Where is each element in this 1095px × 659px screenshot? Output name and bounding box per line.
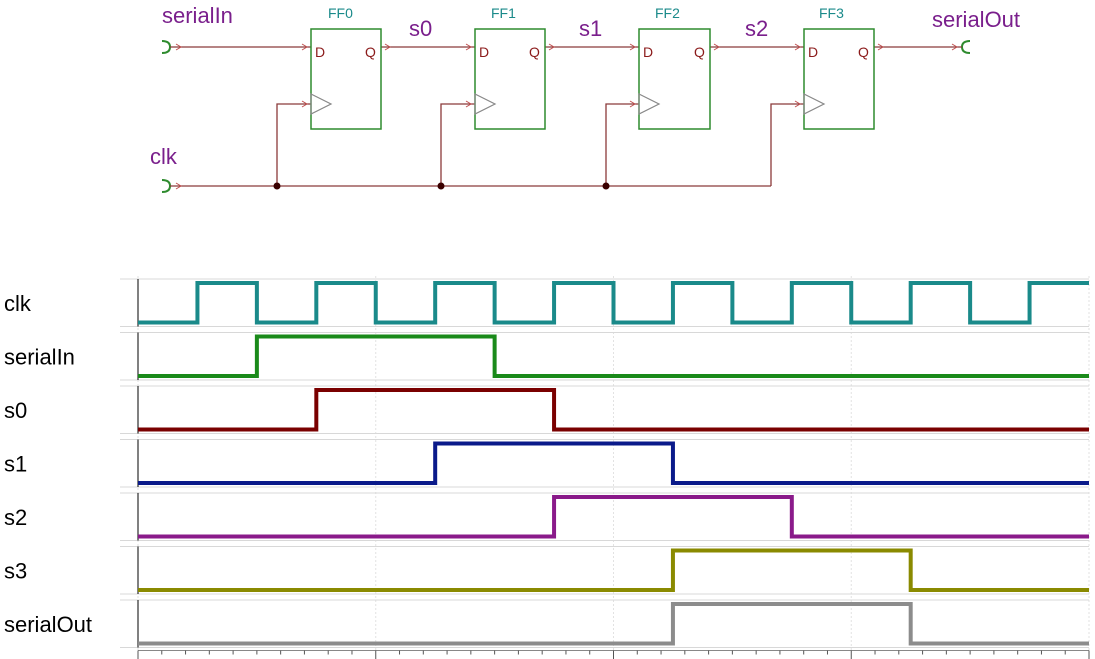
signal-label: serialIn [4,344,75,369]
waveform-viewer: clk serialIn s0 s1 s2 s3 serialOut [4,276,1090,659]
d-pin-label: D [808,44,818,60]
waveform-row-serialout[interactable]: serialOut [4,599,1089,648]
net-label-s0: s0 [409,16,432,41]
signal-label: clk [4,291,32,316]
d-pin-label: D [643,44,653,60]
flipflop-ff0[interactable]: FF0 D Q [310,5,382,130]
signal-label: s0 [4,398,27,423]
clock-triangle-icon [310,93,333,115]
signal-label: s1 [4,451,27,476]
flipflop-title: FF3 [819,5,844,21]
flipflop-title: FF2 [655,5,680,21]
signal-trace [138,388,1089,432]
clock-wires [170,103,804,187]
q-pin-label: Q [858,44,869,60]
flipflop-ff3[interactable]: FF3 D Q [803,5,875,130]
output-port-serialout-icon [960,40,971,54]
signal-trace [138,281,1089,325]
d-pin-label: D [315,44,325,60]
clock-junction-dot [437,182,445,190]
clock-triangle-icon [638,93,661,115]
signal-label: s3 [4,558,27,583]
schematic: serialIn clk serialOut [150,3,1020,193]
clock-triangle-icon [803,93,826,115]
flipflop-title: FF1 [491,5,516,21]
flipflop-ff1[interactable]: FF1 D Q [474,5,546,130]
clock-triangle-icon [474,93,497,115]
signal-label: s2 [4,505,27,530]
output-port-label-serialout: serialOut [932,7,1020,32]
input-port-clk-icon [161,179,172,193]
input-port-label-serialin: serialIn [162,3,233,28]
d-pin-label: D [479,44,489,60]
q-pin-label: Q [365,44,376,60]
clock-junction-dot [273,182,281,190]
input-port-serialin-icon [161,40,172,54]
net-label-s1: s1 [579,16,602,41]
flipflop-title: FF0 [328,5,353,21]
time-axis [137,650,1090,659]
net-label-s2: s2 [745,16,768,41]
signal-trace [138,495,1089,539]
signal-trace [138,441,1089,485]
waveform-rows: clk serialIn s0 s1 s2 s3 serialOut [4,278,1089,648]
signal-trace [138,334,1089,378]
q-pin-label: Q [529,44,540,60]
signal-trace [138,602,1089,646]
waveform-row-serialin[interactable]: serialIn [4,332,1089,381]
waveform-row-s3[interactable]: s3 [4,546,1089,595]
input-port-label-clk: clk [150,144,178,169]
signal-trace [138,548,1089,592]
flipflop-ff2[interactable]: FF2 D Q [638,5,711,130]
waveform-row-s0[interactable]: s0 [4,385,1089,434]
waveform-row-clk[interactable]: clk [4,278,1089,327]
waveform-row-s1[interactable]: s1 [4,439,1089,488]
pin-arrows [175,43,958,190]
q-pin-label: Q [694,44,705,60]
waveform-row-s2[interactable]: s2 [4,492,1089,541]
signal-label: serialOut [4,612,92,637]
clock-junction-dot [602,182,610,190]
